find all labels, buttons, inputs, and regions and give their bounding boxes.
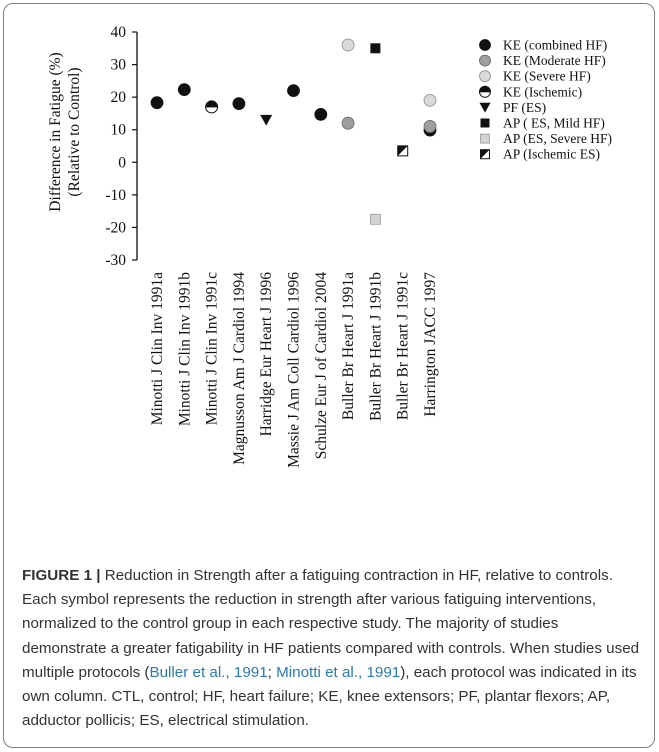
figure-chart: 40 30 20 10 0 -10 -20 -30 Difference in Fatigue… <box>47 24 612 468</box>
caption-ref-minotti[interactable]: Minotti et al., 1991 <box>276 663 401 681</box>
y-axis-label-line2: (Relative to Control) <box>66 67 83 196</box>
legend-label: AP (Ischemic ES) <box>503 147 600 162</box>
y-tick-label: 40 <box>111 24 127 41</box>
figure-caption: FIGURE 1 | Reduction in Strength after a… <box>22 564 642 733</box>
legend: KE (combined HF)KE (Moderate HF)KE (Seve… <box>479 38 612 162</box>
legend-marker <box>480 133 490 144</box>
data-point <box>397 145 409 157</box>
x-category-label: Minotti J Clin Inv 1991a <box>149 272 166 425</box>
caption-text-3: ), each protocol was indicated in its ow… <box>22 663 637 730</box>
x-category-label: Schulze Eur J of Cardiol 2004 <box>313 272 330 460</box>
caption-ref-buller[interactable]: Buller et al., 1991 <box>149 663 268 681</box>
data-point <box>423 120 437 133</box>
data-point <box>423 94 437 107</box>
legend-marker <box>479 70 491 83</box>
legend-label: KE (Ischemic) <box>503 84 582 99</box>
y-axis: 40 30 20 10 0 -10 -20 -30 <box>105 24 138 269</box>
data-point <box>369 213 381 225</box>
data-point <box>232 97 246 111</box>
y-tick-labels: 40 30 20 10 0 -10 -20 -30 <box>105 24 126 269</box>
legend-label: KE (Moderate HF) <box>503 53 606 68</box>
y-tick-label: 30 <box>111 57 127 74</box>
figure-frame <box>3 3 655 748</box>
caption-text-1: Reduction in Strength after a fatiguing … <box>22 567 640 681</box>
legend-marker <box>480 149 490 160</box>
y-tick-label: -30 <box>105 252 126 269</box>
y-axis-label-line1: Difference in Fatigue (%) <box>47 52 64 211</box>
x-category-label: Buller Br Heart J 1991c <box>395 272 412 420</box>
data-point <box>150 96 164 110</box>
legend-label: KE (Severe HF) <box>503 69 591 84</box>
legend-marker <box>479 39 491 51</box>
x-category-labels: Minotti J Clin Inv 1991a Minotti J Clin I… <box>149 272 439 468</box>
legend-marker <box>480 118 490 128</box>
y-tick-label: -20 <box>105 219 126 236</box>
legend-marker <box>479 54 491 67</box>
data-point <box>260 114 273 126</box>
x-category-label: Buller Br Heart J 1991b <box>367 272 384 421</box>
data-point <box>341 116 355 130</box>
legend-marker <box>479 85 491 98</box>
data-points <box>150 38 437 225</box>
y-tick-label: 0 <box>118 154 126 171</box>
y-tick-label: 20 <box>111 89 127 106</box>
caption-text-2: ; <box>267 663 277 681</box>
legend-label: AP (ES, Severe HF) <box>503 131 612 146</box>
x-category-label: Harrington JACC 1997 <box>422 272 439 417</box>
y-tick-label: 10 <box>111 122 127 139</box>
x-category-label: Magnusson Am J Cardiol 1994 <box>231 272 248 465</box>
data-point <box>314 108 328 121</box>
x-category-label: Minotti J Clin Inv 1991c <box>204 272 221 425</box>
data-point <box>205 100 219 114</box>
legend-label: AP ( ES, Mild HF) <box>503 116 605 131</box>
data-point <box>177 83 191 97</box>
data-point <box>287 84 300 98</box>
data-point <box>341 38 355 52</box>
y-tick-label: -10 <box>105 187 126 204</box>
caption-label: FIGURE 1 | <box>22 567 101 584</box>
legend-label: PF (ES) <box>503 100 546 115</box>
legend-label: KE (combined HF) <box>503 38 607 53</box>
y-ticks <box>132 31 137 261</box>
x-category-label: Harridge Eur Heart J 1996 <box>258 272 275 437</box>
data-point <box>370 43 381 54</box>
x-category-label: Massie J Am Coll Cardiol 1996 <box>286 272 303 468</box>
legend-marker <box>479 102 491 113</box>
x-category-label: Buller Br Heart J 1991a <box>340 272 357 420</box>
x-category-label: Minotti J Clin Inv 1991b <box>176 272 193 426</box>
